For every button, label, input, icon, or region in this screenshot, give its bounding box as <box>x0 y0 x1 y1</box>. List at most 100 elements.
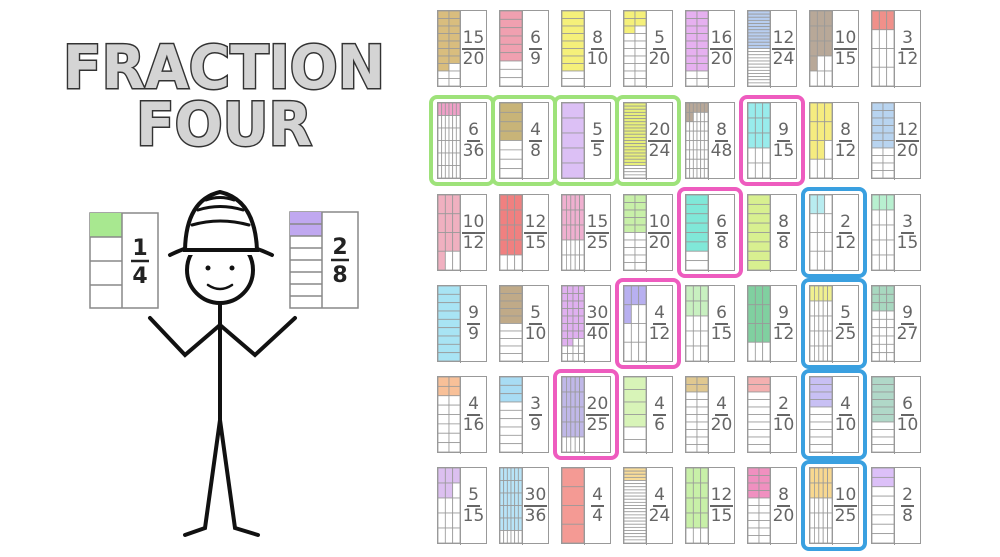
fraction-card[interactable]: 12 15 <box>499 194 549 272</box>
fraction-cell <box>824 25 833 42</box>
fraction-cell <box>748 69 771 74</box>
fraction-cell <box>634 25 647 34</box>
fraction-cell <box>686 300 694 317</box>
fraction-card[interactable]: 5 25 <box>809 285 859 363</box>
fraction-card[interactable]: 4 24 <box>623 467 673 545</box>
fraction-card[interactable]: 15 20 <box>437 10 487 88</box>
fraction-card[interactable]: 4 16 <box>437 376 487 454</box>
fraction-card[interactable]: 12 15 <box>685 467 735 545</box>
fraction-cell <box>686 512 694 529</box>
fraction-card[interactable]: 4 12 <box>623 285 673 363</box>
fraction-card[interactable]: 12 20 <box>871 102 921 180</box>
fraction-cell <box>624 486 647 491</box>
fraction-card[interactable]: 16 20 <box>685 10 735 88</box>
fraction-cell <box>448 432 461 444</box>
fraction-card[interactable]: 6 36 <box>437 102 487 180</box>
fraction-card[interactable]: 8 48 <box>685 102 735 180</box>
fraction-card[interactable]: 4 20 <box>685 376 735 454</box>
fraction-cell <box>872 444 895 453</box>
fraction-cell <box>700 103 705 113</box>
fraction-cell <box>517 517 523 531</box>
fraction-bar <box>624 195 647 272</box>
fraction-label: 2 12 <box>833 195 858 270</box>
fraction-cell <box>872 103 884 111</box>
fraction-bar <box>624 377 647 454</box>
fraction-card[interactable]: 30 36 <box>499 467 549 545</box>
fraction-label: 6 10 <box>895 377 920 452</box>
fraction-card[interactable]: 5 10 <box>499 285 549 363</box>
fraction-card[interactable]: 3 12 <box>871 10 921 88</box>
fraction-card[interactable]: 10 20 <box>623 194 673 272</box>
fraction-card[interactable]: 9 15 <box>747 102 797 180</box>
fraction-cell <box>624 48 636 57</box>
numerator: 8 <box>715 119 728 142</box>
fraction-cell <box>500 353 523 362</box>
title: FRACTION FOUR <box>62 32 387 162</box>
fraction-card[interactable]: 15 25 <box>561 194 611 272</box>
fraction-cell <box>872 476 895 488</box>
fraction-cell <box>686 70 698 79</box>
fraction-card[interactable]: 8 20 <box>747 467 797 545</box>
fraction-bar <box>500 377 523 454</box>
fraction-cell <box>686 330 694 347</box>
fraction-cell <box>624 476 647 481</box>
fraction-cell <box>624 468 647 472</box>
fraction-card[interactable]: 9 12 <box>747 285 797 363</box>
fraction-card[interactable]: 2 10 <box>747 376 797 454</box>
fraction-card[interactable]: 12 24 <box>747 10 797 88</box>
fraction-bar <box>562 286 585 363</box>
fraction-cell <box>624 33 636 42</box>
fraction-card[interactable]: 3 15 <box>871 194 921 272</box>
fraction-cell <box>448 55 461 64</box>
fraction-card[interactable]: 20 25 <box>561 376 611 454</box>
fraction-cell <box>572 330 579 339</box>
fraction-cell <box>748 241 771 252</box>
fraction-bar <box>500 11 523 88</box>
fraction-cell <box>624 63 636 72</box>
fraction-cell <box>748 48 771 53</box>
fraction-cell <box>634 18 647 27</box>
fraction-cell <box>686 18 698 27</box>
fraction-cell <box>566 239 572 256</box>
denominator: 15 <box>524 232 547 253</box>
numerator: 9 <box>467 302 480 325</box>
fraction-card[interactable]: 5 20 <box>623 10 673 88</box>
fraction-card[interactable]: 20 24 <box>623 102 673 180</box>
denominator: 25 <box>834 505 857 526</box>
fraction-cell <box>624 508 647 513</box>
denominator: 36 <box>462 140 485 161</box>
fraction-card[interactable]: 10 25 <box>809 467 859 545</box>
fraction-card[interactable]: 4 10 <box>809 376 859 454</box>
fraction-label: 6 15 <box>709 286 734 361</box>
fraction-card[interactable]: 6 15 <box>685 285 735 363</box>
fraction-cell <box>810 70 818 87</box>
fraction-cell <box>872 293 880 304</box>
fraction-cell <box>886 239 895 256</box>
fraction-card[interactable]: 10 15 <box>809 10 859 88</box>
fraction-label: 2 10 <box>771 377 796 452</box>
fraction-cell <box>452 497 461 514</box>
fraction-bar <box>562 468 585 545</box>
fraction-card[interactable]: 9 27 <box>871 285 921 363</box>
fraction-card[interactable]: 10 12 <box>437 194 487 272</box>
fraction-card[interactable]: 2 12 <box>809 194 859 272</box>
fraction-cell <box>500 195 508 211</box>
fraction-card[interactable]: 6 10 <box>871 376 921 454</box>
fraction-label: 9 15 <box>771 103 796 178</box>
fraction-cell <box>438 55 450 64</box>
fraction-card[interactable]: 30 40 <box>561 285 611 363</box>
fraction-card[interactable]: 8 10 <box>561 10 611 88</box>
fraction-card[interactable]: 5 15 <box>437 467 487 545</box>
fraction-card[interactable]: 8 12 <box>809 102 859 180</box>
fraction-cell <box>438 404 450 415</box>
